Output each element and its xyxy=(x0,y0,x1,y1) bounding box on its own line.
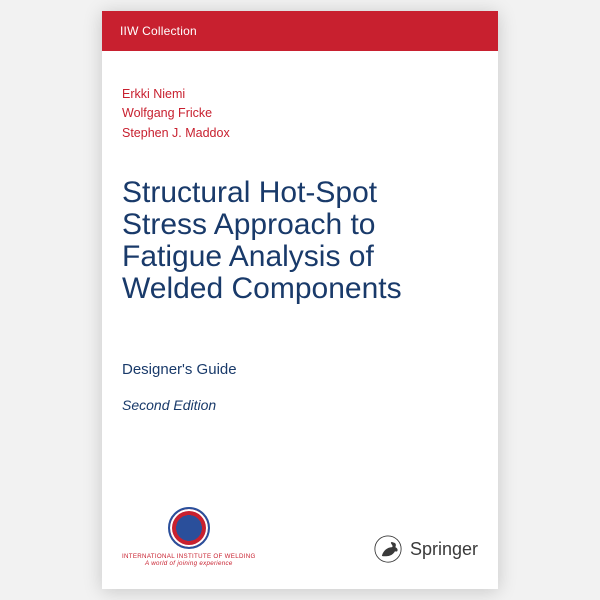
title-line: Fatigue Analysis of xyxy=(122,241,458,273)
edition-label: Second Edition xyxy=(122,397,216,413)
iiw-logo-icon xyxy=(168,507,210,549)
book-title: Structural Hot-Spot Stress Approach to F… xyxy=(122,177,458,305)
author-name: Stephen J. Maddox xyxy=(122,124,230,143)
author-name: Wolfgang Fricke xyxy=(122,104,230,123)
title-line: Welded Components xyxy=(122,273,458,305)
iiw-badge: INTERNATIONAL INSTITUTE OF WELDING A wor… xyxy=(122,507,256,567)
book-subtitle: Designer's Guide xyxy=(122,361,237,378)
publisher-block: Springer xyxy=(374,535,478,563)
iiw-text: INTERNATIONAL INSTITUTE OF WELDING A wor… xyxy=(122,553,256,567)
series-label: IIW Collection xyxy=(120,24,197,38)
book-cover: IIW Collection Erkki Niemi Wolfgang Fric… xyxy=(102,11,498,589)
iiw-line2: A world of joining experience xyxy=(122,560,256,567)
publisher-name: Springer xyxy=(410,539,478,560)
springer-horse-icon xyxy=(374,535,402,563)
author-list: Erkki Niemi Wolfgang Fricke Stephen J. M… xyxy=(122,85,230,143)
title-line: Stress Approach to xyxy=(122,209,458,241)
title-line: Structural Hot-Spot xyxy=(122,177,458,209)
series-band: IIW Collection xyxy=(102,11,498,51)
author-name: Erkki Niemi xyxy=(122,85,230,104)
page-background: IIW Collection Erkki Niemi Wolfgang Fric… xyxy=(0,0,600,600)
iiw-line1: INTERNATIONAL INSTITUTE OF WELDING xyxy=(122,553,256,560)
